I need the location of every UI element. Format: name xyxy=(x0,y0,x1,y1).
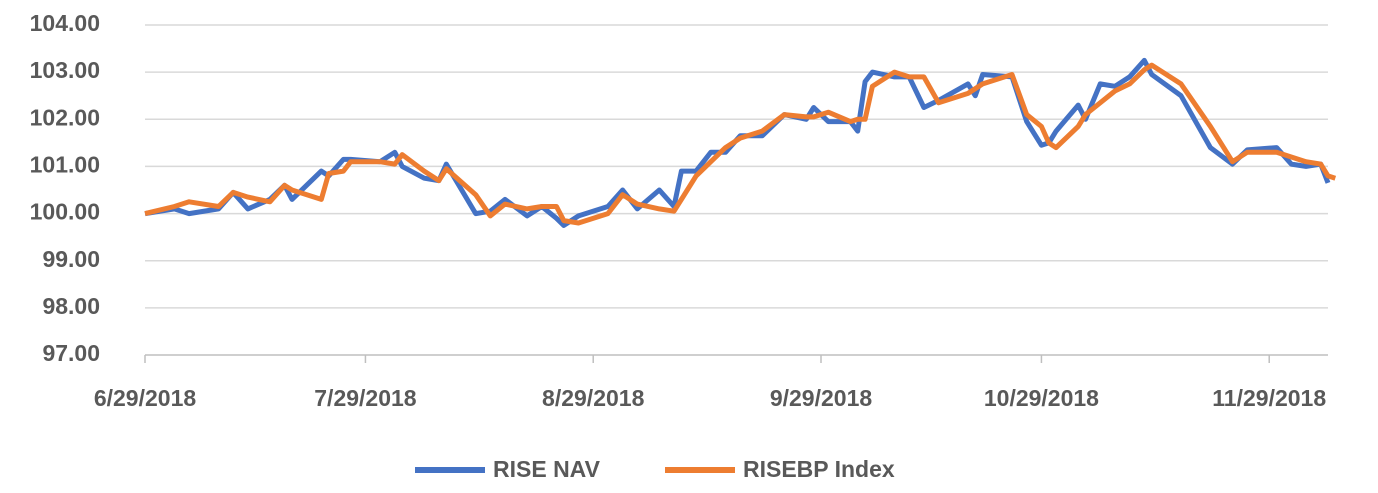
legend-label: RISE NAV xyxy=(493,456,601,482)
y-tick-label: 104.00 xyxy=(30,10,100,36)
x-tick-label: 9/29/2018 xyxy=(770,385,873,411)
y-tick-label: 98.00 xyxy=(42,293,100,319)
y-tick-label: 102.00 xyxy=(30,104,100,130)
x-tick-label: 7/29/2018 xyxy=(314,385,417,411)
y-tick-label: 100.00 xyxy=(30,199,100,225)
legend-label: RISEBP Index xyxy=(743,456,895,482)
y-tick-label: 99.00 xyxy=(42,246,100,272)
x-tick-label: 11/29/2018 xyxy=(1212,385,1326,411)
x-tick-label: 8/29/2018 xyxy=(542,385,645,411)
x-tick-label: 6/29/2018 xyxy=(94,385,197,411)
series-line xyxy=(144,62,1337,226)
y-tick-label: 103.00 xyxy=(30,57,100,83)
x-tick-label: 10/29/2018 xyxy=(984,385,1099,411)
y-tick-label: 97.00 xyxy=(42,340,100,366)
y-tick-label: 101.00 xyxy=(30,152,100,178)
